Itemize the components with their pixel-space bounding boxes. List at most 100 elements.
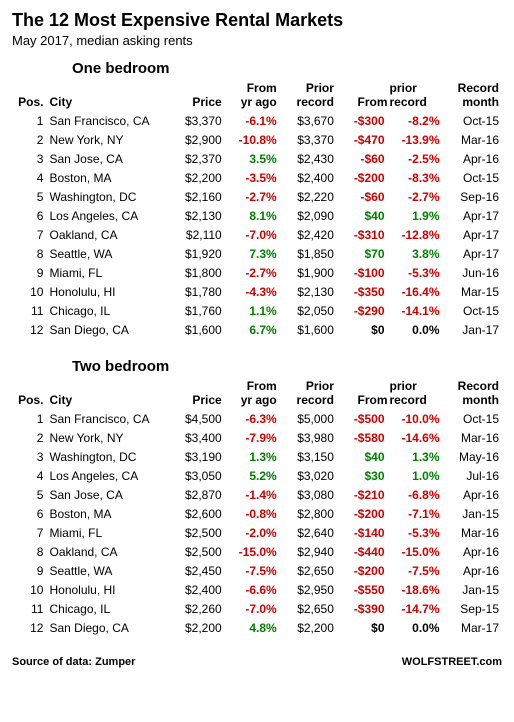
cell-price: $3,400: [168, 429, 225, 448]
cell-prior: $2,200: [280, 619, 337, 638]
cell-price: $3,370: [168, 112, 225, 131]
cell-yoy: -1.4%: [225, 486, 280, 505]
cell-diff: $40: [337, 207, 388, 226]
cell-pos: 2: [12, 429, 46, 448]
source-label: Source of data: Zumper: [12, 656, 135, 668]
cell-diff-pct: -5.3%: [388, 524, 443, 543]
cell-yoy: -6.1%: [225, 112, 280, 131]
cell-prior: $2,090: [280, 207, 337, 226]
cell-price: $2,200: [168, 619, 225, 638]
cell-price: $2,870: [168, 486, 225, 505]
col-yoy: Fromyr ago: [225, 377, 280, 410]
cell-pos: 9: [12, 562, 46, 581]
cell-diff-pct: -8.2%: [388, 112, 443, 131]
col-pos: Pos.: [12, 377, 46, 410]
cell-yoy: -7.0%: [225, 600, 280, 619]
cell-yoy: -2.7%: [225, 264, 280, 283]
col-diff-pct: prior record: [388, 377, 443, 410]
cell-city: Oakland, CA: [46, 543, 167, 562]
cell-diff: -$290: [337, 302, 388, 321]
table-row: 2New York, NY$3,400-7.9%$3,980-$580-14.6…: [12, 429, 502, 448]
cell-diff-pct: 0.0%: [388, 321, 443, 340]
cell-month: Mar-16: [443, 429, 502, 448]
cell-prior: $1,600: [280, 321, 337, 340]
cell-prior: $3,670: [280, 112, 337, 131]
cell-city: San Jose, CA: [46, 150, 167, 169]
cell-pos: 10: [12, 581, 46, 600]
table-row: 4Boston, MA$2,200-3.5%$2,400-$200-8.3%Oc…: [12, 169, 502, 188]
cell-prior: $2,220: [280, 188, 337, 207]
cell-city: Seattle, WA: [46, 562, 167, 581]
cell-diff-pct: -12.8%: [388, 226, 443, 245]
cell-diff: -$310: [337, 226, 388, 245]
cell-pos: 4: [12, 467, 46, 486]
cell-pos: 9: [12, 264, 46, 283]
cell-yoy: -2.0%: [225, 524, 280, 543]
table-row: 10Honolulu, HI$2,400-6.6%$2,950-$550-18.…: [12, 581, 502, 600]
table-row: 6Los Angeles, CA$2,1308.1%$2,090$401.9%A…: [12, 207, 502, 226]
cell-price: $1,600: [168, 321, 225, 340]
cell-diff: -$60: [337, 150, 388, 169]
cell-month: Sep-16: [443, 188, 502, 207]
cell-diff: -$210: [337, 486, 388, 505]
table-row: 12San Diego, CA$1,6006.7%$1,600$00.0%Jan…: [12, 321, 502, 340]
col-yoy: Fromyr ago: [225, 79, 280, 112]
cell-prior: $3,080: [280, 486, 337, 505]
cell-price: $2,600: [168, 505, 225, 524]
table-row: 8Seattle, WA$1,9207.3%$1,850$703.8%Apr-1…: [12, 245, 502, 264]
cell-prior: $2,050: [280, 302, 337, 321]
cell-yoy: 8.1%: [225, 207, 280, 226]
site-credit: WOLFSTREET.com: [402, 656, 502, 668]
cell-diff: -$140: [337, 524, 388, 543]
col-price: Price: [168, 79, 225, 112]
cell-city: Chicago, IL: [46, 302, 167, 321]
cell-yoy: -6.3%: [225, 410, 280, 429]
cell-diff: -$60: [337, 188, 388, 207]
col-diff: From: [337, 377, 388, 410]
cell-diff: -$100: [337, 264, 388, 283]
cell-price: $2,500: [168, 524, 225, 543]
cell-prior: $3,370: [280, 131, 337, 150]
cell-pos: 12: [12, 619, 46, 638]
cell-diff: $0: [337, 619, 388, 638]
cell-city: Boston, MA: [46, 169, 167, 188]
cell-city: San Diego, CA: [46, 321, 167, 340]
cell-month: Apr-16: [443, 486, 502, 505]
cell-month: Mar-16: [443, 131, 502, 150]
cell-diff: $30: [337, 467, 388, 486]
cell-pos: 8: [12, 245, 46, 264]
cell-pos: 5: [12, 486, 46, 505]
cell-prior: $5,000: [280, 410, 337, 429]
section-header: One bedroom: [72, 60, 502, 77]
cell-pos: 11: [12, 600, 46, 619]
cell-pos: 1: [12, 410, 46, 429]
col-diff-pct: prior record: [388, 79, 443, 112]
cell-month: Apr-17: [443, 245, 502, 264]
cell-month: Jul-16: [443, 467, 502, 486]
cell-pos: 3: [12, 448, 46, 467]
cell-diff-pct: -6.8%: [388, 486, 443, 505]
cell-diff-pct: -14.6%: [388, 429, 443, 448]
table-row: 2New York, NY$2,900-10.8%$3,370-$470-13.…: [12, 131, 502, 150]
cell-pos: 8: [12, 543, 46, 562]
cell-diff: -$550: [337, 581, 388, 600]
cell-pos: 10: [12, 283, 46, 302]
col-month: Recordmonth: [443, 377, 502, 410]
col-city: City: [46, 377, 167, 410]
cell-month: May-16: [443, 448, 502, 467]
cell-month: Sep-15: [443, 600, 502, 619]
table-row: 7Miami, FL$2,500-2.0%$2,640-$140-5.3%Mar…: [12, 524, 502, 543]
col-prior: Priorrecord: [280, 377, 337, 410]
cell-yoy: 1.1%: [225, 302, 280, 321]
cell-price: $2,160: [168, 188, 225, 207]
cell-diff-pct: -10.0%: [388, 410, 443, 429]
cell-price: $2,400: [168, 581, 225, 600]
cell-yoy: -7.5%: [225, 562, 280, 581]
cell-city: Miami, FL: [46, 524, 167, 543]
cell-diff: -$350: [337, 283, 388, 302]
cell-price: $2,110: [168, 226, 225, 245]
table-row: 4Los Angeles, CA$3,0505.2%$3,020$301.0%J…: [12, 467, 502, 486]
cell-diff-pct: -8.3%: [388, 169, 443, 188]
cell-prior: $2,800: [280, 505, 337, 524]
table-row: 11Chicago, IL$1,7601.1%$2,050-$290-14.1%…: [12, 302, 502, 321]
